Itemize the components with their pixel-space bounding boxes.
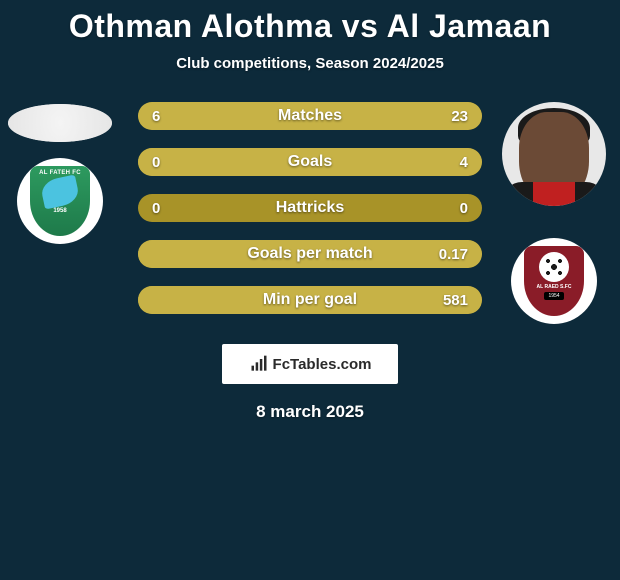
stat-label: Goals xyxy=(138,153,482,171)
stat-value-left: 0 xyxy=(152,154,160,171)
stat-value-right: 0.17 xyxy=(439,246,468,263)
ball-icon xyxy=(539,252,569,282)
stat-value-right: 4 xyxy=(460,154,468,171)
stat-row: Hattricks0 0 xyxy=(138,194,482,222)
swoosh-icon xyxy=(39,175,80,210)
subtitle: Club competitions, Season 2024/2025 xyxy=(0,55,620,72)
stats-area: AL FATEH FC 1958 AL RAED S.FC 1954 Match… xyxy=(0,102,620,332)
club-right-year: 1954 xyxy=(544,292,563,300)
stat-label: Goals per match xyxy=(138,245,482,263)
stat-row: Min per goal581 xyxy=(138,286,482,314)
shield-icon: AL RAED S.FC 1954 xyxy=(524,246,584,316)
shirt-icon xyxy=(502,182,606,206)
player-left-club-badge: AL FATEH FC 1958 xyxy=(17,158,103,244)
brand-text: FcTables.com xyxy=(273,356,372,373)
stat-label: Min per goal xyxy=(138,291,482,309)
shield-icon: AL FATEH FC 1958 xyxy=(30,166,90,236)
stat-value-right: 0 xyxy=(460,200,468,217)
silhouette-icon xyxy=(8,104,112,142)
brand-badge[interactable]: FcTables.com xyxy=(222,344,398,384)
stat-row: Goals0 4 xyxy=(138,148,482,176)
player-right-avatar xyxy=(502,102,606,206)
stat-value-right: 581 xyxy=(443,292,468,309)
club-left-year: 1958 xyxy=(53,208,66,214)
comparison-card: Othman Alothma vs Al Jamaan Club competi… xyxy=(0,0,620,422)
stat-value-left: 6 xyxy=(152,108,160,125)
player-left-avatar xyxy=(8,104,112,142)
stat-value-right: 23 xyxy=(451,108,468,125)
page-title: Othman Alothma vs Al Jamaan xyxy=(0,8,620,45)
stat-value-left: 0 xyxy=(152,200,160,217)
stat-label: Matches xyxy=(138,107,482,125)
stat-label: Hattricks xyxy=(138,199,482,217)
date-text: 8 march 2025 xyxy=(0,402,620,422)
stat-bars: Matches623Goals04Hattricks00Goals per ma… xyxy=(138,102,482,332)
player-right-club-badge: AL RAED S.FC 1954 xyxy=(511,238,597,324)
stat-row: Goals per match0.17 xyxy=(138,240,482,268)
bar-chart-icon xyxy=(249,354,269,374)
club-right-name: AL RAED S.FC xyxy=(537,284,572,290)
stat-row: Matches6 23 xyxy=(138,102,482,130)
